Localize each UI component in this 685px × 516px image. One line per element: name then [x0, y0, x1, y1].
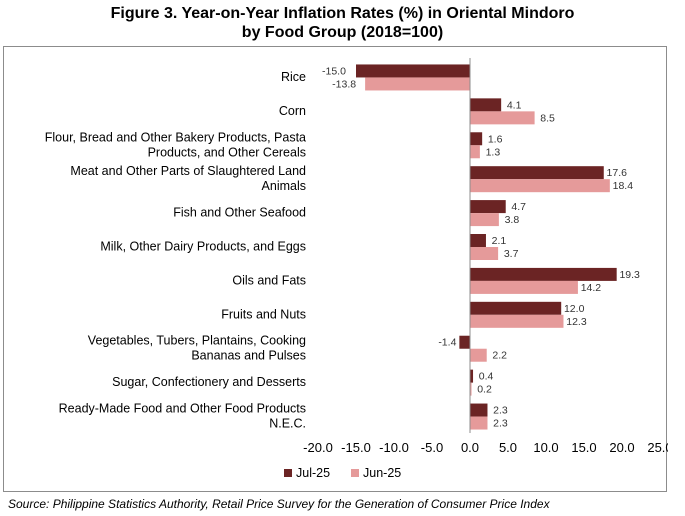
category-label: Fish and Other Seafood [173, 206, 306, 220]
x-tick-label: 15.0 [571, 440, 596, 455]
data-label-jun-25: 3.7 [504, 248, 519, 260]
category-label: Vegetables, Tubers, Plantains, Cooking Ba… [88, 334, 306, 363]
bar-jun-25 [365, 77, 470, 91]
data-label-jun-25: -13.8 [332, 78, 356, 90]
bar-jun-25 [470, 111, 535, 125]
bar-jun-25 [470, 382, 472, 396]
bar-jul-25 [470, 98, 502, 112]
data-label-jul-25: -15.0 [322, 65, 346, 77]
bar-jun-25 [470, 247, 499, 260]
x-tick-label: -5.0 [421, 440, 443, 455]
bar-jun-25 [470, 280, 578, 294]
category-label: Milk, Other Dairy Products, and Eggs [100, 240, 306, 254]
legend-swatch-jul-25 [284, 469, 292, 477]
bar-jul-25 [470, 200, 506, 214]
category-label: Sugar, Confectionery and Desserts [112, 375, 306, 389]
data-label-jun-25: 2.3 [493, 418, 508, 430]
bar-jul-25 [470, 267, 617, 281]
x-tick-label: -10.0 [379, 440, 409, 455]
data-label-jun-25: 2.2 [492, 350, 507, 362]
bar-jul-25 [459, 335, 470, 349]
category-label: Meat and Other Parts of Slaughtered Land… [70, 164, 306, 193]
x-tick-label: -20.0 [303, 440, 333, 455]
data-label-jun-25: 12.3 [566, 316, 587, 328]
chart-title: Figure 3. Year-on-Year Inflation Rates (… [0, 4, 685, 42]
bar-jul-25 [356, 64, 470, 78]
category-label: Rice [281, 70, 306, 84]
data-label-jul-25: 4.1 [507, 99, 522, 111]
bar-jun-25 [470, 314, 564, 328]
legend-label-jul-25: Jul-25 [296, 466, 330, 480]
x-tick-label: -15.0 [341, 440, 371, 455]
bar-jun-25 [470, 348, 487, 362]
x-tick-label: 0.0 [461, 440, 479, 455]
bar-jul-25 [470, 234, 486, 247]
x-tick-label: 25.0 [647, 440, 668, 455]
category-label: Ready-Made Food and Other Food Products N… [59, 402, 306, 431]
source-note: Source: Philippine Statistics Authority,… [8, 497, 550, 511]
x-tick-label: 20.0 [609, 440, 634, 455]
legend-label-jun-25: Jun-25 [363, 466, 401, 480]
bar-jul-25 [470, 369, 474, 383]
data-label-jul-25: 12.0 [564, 303, 585, 315]
x-tick-label: 10.0 [533, 440, 558, 455]
bar-jun-25 [470, 179, 610, 193]
chart-frame: Rice -15.0 -13.8 Corn 4.1 8.5 Flour, Bread and… [3, 46, 668, 492]
category-label: Corn [279, 104, 306, 118]
bar-jun-25 [470, 213, 499, 227]
legend-swatch-jun-25 [351, 469, 359, 477]
data-label-jun-25: 8.5 [540, 112, 555, 124]
bar-jul-25 [470, 166, 604, 180]
category-label: Oils and Fats [232, 273, 306, 287]
bar-jul-25 [470, 403, 488, 417]
data-label-jul-25: 1.6 [488, 133, 503, 145]
data-label-jun-25: 3.8 [505, 214, 520, 226]
category-label: Fruits and Nuts [221, 307, 306, 321]
chart-title-line-1: Figure 3. Year-on-Year Inflation Rates (… [110, 5, 575, 22]
data-label-jun-25: 18.4 [613, 180, 634, 192]
data-label-jun-25: 0.2 [477, 384, 492, 396]
bar-jul-25 [470, 132, 483, 146]
x-tick-label: 5.0 [499, 440, 517, 455]
data-label-jul-25: 17.6 [607, 167, 628, 179]
bar-jun-25 [470, 145, 480, 159]
data-label-jul-25: -1.4 [438, 337, 456, 349]
chart-title-line-2: by Food Group (2018=100) [241, 24, 444, 41]
data-label-jul-25: 4.7 [511, 201, 526, 213]
data-label-jul-25: 2.3 [493, 405, 508, 417]
data-label-jul-25: 19.3 [619, 269, 640, 281]
category-label: Flour, Bread and Other Bakery Products, … [45, 130, 306, 159]
data-label-jul-25: 2.1 [492, 235, 507, 247]
data-label-jun-25: 1.3 [486, 146, 501, 158]
bar-jul-25 [470, 301, 562, 315]
data-label-jun-25: 14.2 [581, 282, 602, 294]
data-label-jul-25: 0.4 [479, 371, 494, 383]
bar-jun-25 [470, 416, 488, 430]
